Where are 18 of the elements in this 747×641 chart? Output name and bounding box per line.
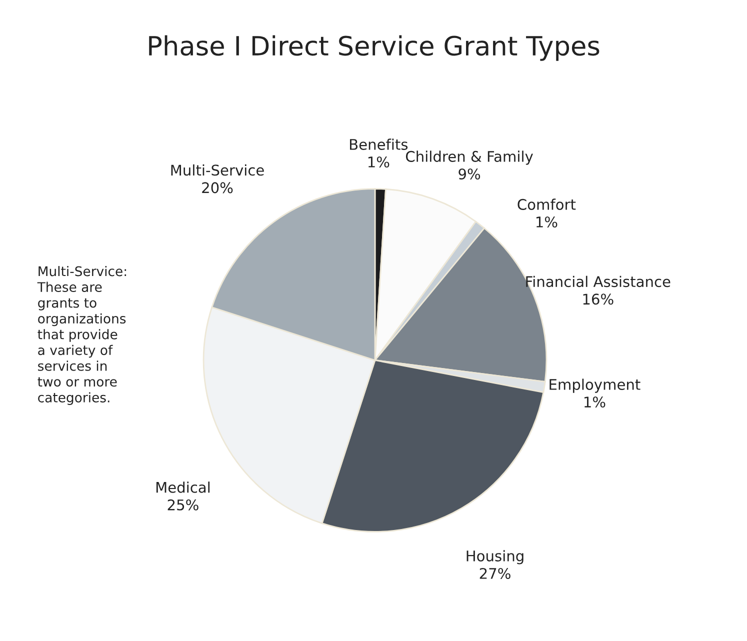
data-label: 1% (368, 156, 390, 168)
data-label: 9% (458, 168, 480, 180)
slice-label: Multi-Service (171, 164, 264, 176)
slice-label: Financial Assistance (526, 276, 670, 288)
data-label: 1% (584, 396, 606, 408)
slice-label: Housing (466, 550, 524, 564)
text: Multi-Service: These are grants to organizations that provide a variety of services in two or more categories. (37, 266, 126, 406)
data-label: 16% (583, 294, 614, 305)
slice-label: Children & Family (406, 150, 533, 165)
data-label: 27% (480, 568, 510, 579)
data-label: 20% (202, 182, 233, 194)
data-label: 1% (536, 216, 558, 228)
slice-label: Benefits (350, 138, 408, 150)
slice-label: Comfort (518, 198, 576, 210)
data-label: 25% (168, 499, 198, 510)
chart-title: Phase I Direct Service Grant Types (149, 35, 600, 61)
slice-label: Medical (156, 482, 210, 493)
slice-label: Employment (550, 378, 640, 393)
